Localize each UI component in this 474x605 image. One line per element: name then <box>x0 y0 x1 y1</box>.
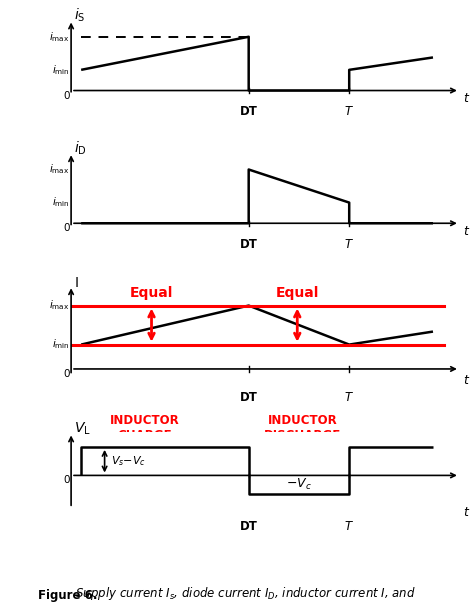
Text: $V_\mathrm{L}$: $V_\mathrm{L}$ <box>74 420 91 437</box>
Text: DT: DT <box>240 238 258 251</box>
Text: $i_\mathrm{S}$: $i_\mathrm{S}$ <box>74 7 86 24</box>
Text: $i_\mathrm{max}$: $i_\mathrm{max}$ <box>49 163 69 177</box>
Text: 0: 0 <box>63 223 69 234</box>
Text: 0: 0 <box>63 369 69 379</box>
Text: DT: DT <box>240 391 258 404</box>
Text: $i_\mathrm{max}$: $i_\mathrm{max}$ <box>49 30 69 44</box>
Text: CHARGE: CHARGE <box>118 429 172 442</box>
Text: $i_\mathrm{max}$: $i_\mathrm{max}$ <box>49 299 69 312</box>
Text: $-V_c$: $-V_c$ <box>286 477 312 492</box>
Text: DISCHARGE: DISCHARGE <box>264 429 341 442</box>
Text: DT: DT <box>240 105 258 119</box>
Text: 0: 0 <box>63 91 69 100</box>
Text: INDUCTOR: INDUCTOR <box>110 414 180 427</box>
Text: inductor voltage $V_L$ waveforms respectively (buck converter): inductor voltage $V_L$ waveforms respect… <box>38 603 405 605</box>
Text: $i_\mathrm{min}$: $i_\mathrm{min}$ <box>52 338 69 352</box>
Text: Equal: Equal <box>130 286 173 300</box>
Text: $t$: $t$ <box>463 224 470 238</box>
Text: DT: DT <box>240 520 258 532</box>
Text: I: I <box>74 276 79 290</box>
Text: $t$: $t$ <box>463 373 470 387</box>
Text: $i_\mathrm{min}$: $i_\mathrm{min}$ <box>52 195 69 209</box>
Text: $i_\mathrm{D}$: $i_\mathrm{D}$ <box>74 139 87 157</box>
Text: CURRENT: CURRENT <box>271 443 334 456</box>
Text: Figure 6.: Figure 6. <box>38 589 98 602</box>
Text: $T$: $T$ <box>344 105 354 119</box>
Text: $T$: $T$ <box>344 238 354 251</box>
Text: $t$: $t$ <box>463 92 470 105</box>
Text: $t$: $t$ <box>463 506 470 518</box>
Text: $i_\mathrm{min}$: $i_\mathrm{min}$ <box>52 63 69 77</box>
Text: CURRENT: CURRENT <box>113 443 176 456</box>
Text: 0: 0 <box>63 476 69 485</box>
Text: $T$: $T$ <box>344 391 354 404</box>
Text: $T$: $T$ <box>344 520 354 532</box>
Text: $V_s$$-V_c$: $V_s$$-V_c$ <box>111 454 146 468</box>
Text: INDUCTOR: INDUCTOR <box>267 414 337 427</box>
Text: Equal: Equal <box>275 286 319 300</box>
Text: Supply current $I_s$, diode current $I_D$, inductor current $I$, and: Supply current $I_s$, diode current $I_D… <box>38 585 416 602</box>
